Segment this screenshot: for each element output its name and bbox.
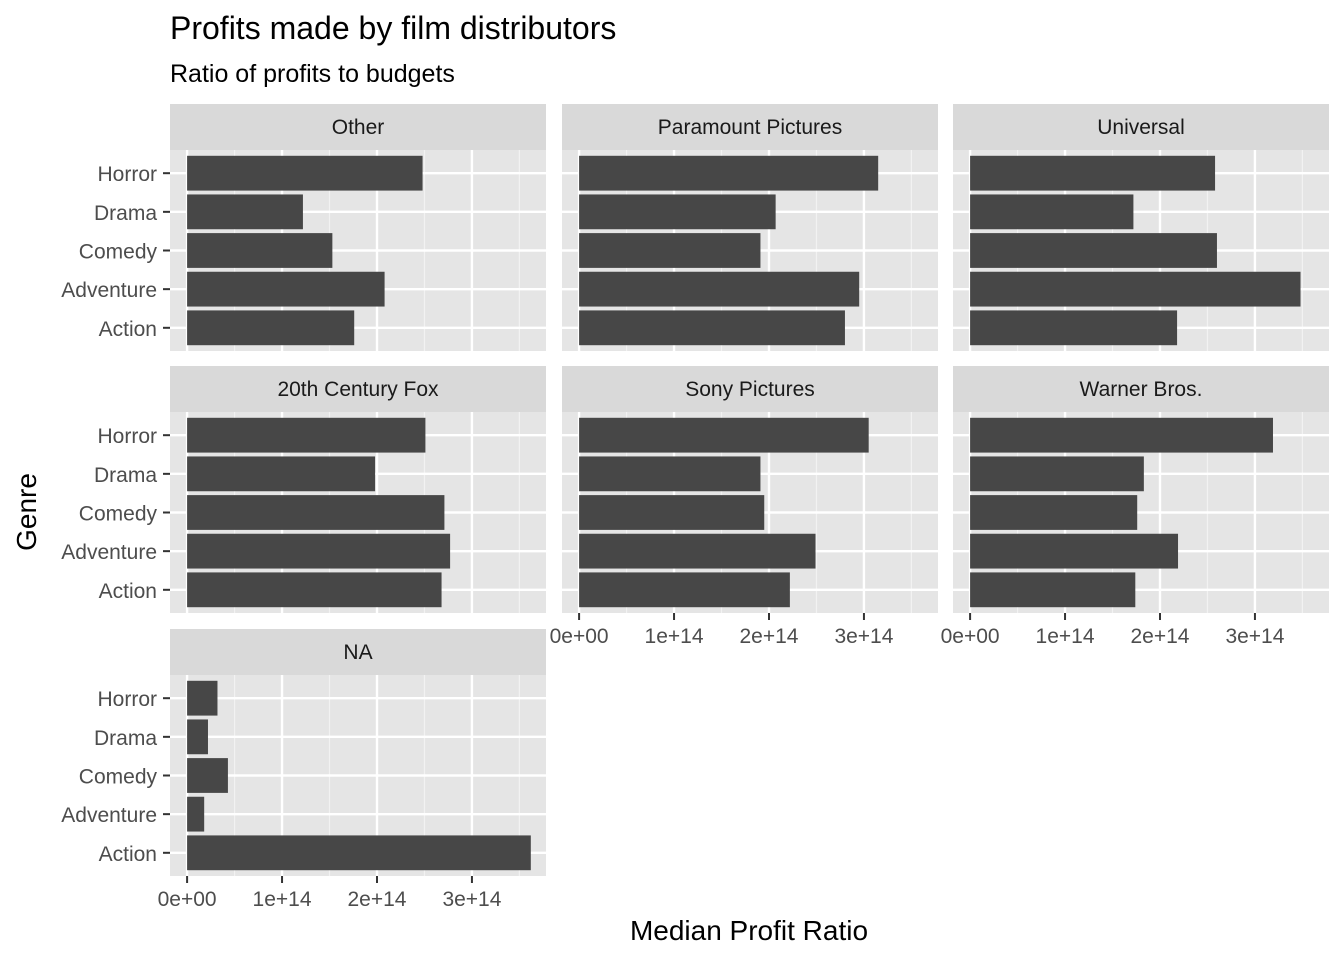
bar-action [187, 310, 355, 346]
facet-strip [953, 104, 1329, 150]
x-tick-label: 2e+14 [1130, 625, 1189, 648]
y-axis-title: Genre [11, 473, 42, 551]
y-tick-label: Adventure [61, 541, 157, 564]
bar-horror [579, 155, 879, 191]
facet-universal: Universal [953, 104, 1329, 351]
y-tick-label: Adventure [61, 804, 157, 827]
x-tick-label: 2e+14 [347, 888, 406, 911]
facet-strip [170, 629, 546, 675]
bar-drama [579, 456, 761, 492]
bar-adventure [187, 271, 385, 307]
y-tick-label: Action [99, 580, 157, 603]
bar-comedy [970, 233, 1217, 268]
x-tick-label: 1e+14 [645, 625, 704, 648]
y-tick-label: Drama [94, 727, 157, 750]
bar-action [187, 572, 442, 608]
x-tick-label: 3e+14 [1225, 625, 1284, 648]
facet-strip-label: Paramount Pictures [658, 116, 842, 139]
x-tick-label: 3e+14 [834, 625, 893, 648]
y-tick-label: Horror [97, 163, 157, 186]
facet-paramount-pictures: Paramount Pictures [562, 104, 938, 351]
facet-panels: Other Action Adventure Comedy Drama Horror Par… [61, 104, 1329, 911]
bar-horror [187, 680, 218, 716]
facet-strip [562, 366, 938, 412]
bar-horror [187, 417, 426, 453]
bar-drama [579, 194, 776, 230]
bar-comedy [579, 495, 765, 530]
chart-title: Profits made by film distributors [170, 10, 616, 46]
facet-strip-label: NA [343, 641, 372, 664]
chart-subtitle: Ratio of profits to budgets [170, 60, 455, 88]
y-tick-label: Horror [97, 425, 157, 448]
x-tick-label: 1e+14 [253, 888, 312, 911]
x-tick-label: 0e+00 [550, 625, 609, 648]
bar-drama [187, 456, 376, 492]
x-axis-title: Median Profit Ratio [630, 915, 868, 946]
facet-other: Other Action Adventure Comedy Drama Horror [61, 104, 546, 351]
bar-adventure [970, 533, 1179, 569]
bar-comedy [579, 233, 761, 268]
bar-adventure [579, 533, 816, 569]
bar-comedy [187, 233, 333, 268]
facet-sony-pictures: Sony Pictures 0e+00 1e+14 2e+14 3e+14 [550, 366, 938, 648]
bar-comedy [187, 495, 445, 530]
bar-action [579, 310, 845, 346]
bar-adventure [579, 271, 860, 307]
y-tick-label: Action [99, 318, 157, 341]
y-tick-label: Comedy [79, 241, 158, 264]
bar-drama [187, 194, 303, 230]
y-tick-label: Drama [94, 202, 157, 225]
y-tick-label: Action [99, 843, 157, 866]
x-tick-label: 2e+14 [739, 625, 798, 648]
bar-horror [970, 417, 1273, 453]
bar-comedy [970, 495, 1138, 530]
bar-action [970, 572, 1136, 608]
bar-horror [970, 155, 1216, 191]
facet-na: NA Action Adventure Comedy Drama Horror 0e+00 1… [61, 629, 546, 911]
bar-drama [970, 456, 1144, 492]
facet-strip-label: Universal [1097, 116, 1185, 139]
bar-horror [187, 155, 423, 191]
bar-adventure [970, 271, 1301, 307]
y-tick-label: Drama [94, 464, 157, 487]
facet-20th-century-fox: 20th Century Fox Action Adventure Comedy Dra… [61, 366, 546, 613]
bar-drama [970, 194, 1134, 230]
y-tick-label: Adventure [61, 279, 157, 302]
facet-strip [953, 366, 1329, 412]
y-tick-label: Comedy [79, 766, 158, 789]
bar-action [187, 835, 531, 871]
x-tick-label: 0e+00 [158, 888, 217, 911]
facet-strip-label: Warner Bros. [1080, 378, 1203, 401]
facet-strip-label: Sony Pictures [685, 378, 815, 401]
bar-horror [579, 417, 869, 453]
facet-strip [170, 366, 546, 412]
bar-adventure [187, 533, 451, 569]
bar-drama [187, 719, 208, 755]
facet-strip-label: Other [332, 116, 385, 139]
bar-action [970, 310, 1178, 346]
x-tick-label: 3e+14 [442, 888, 501, 911]
facet-strip [562, 104, 938, 150]
x-tick-label: 0e+00 [941, 625, 1000, 648]
facet-warner-bros: Warner Bros. 0e+00 1e+14 2e+14 3e+14 [941, 366, 1329, 648]
facet-strip [170, 104, 546, 150]
bar-comedy [187, 758, 228, 793]
y-tick-label: Comedy [79, 503, 158, 526]
x-tick-label: 1e+14 [1036, 625, 1095, 648]
y-tick-label: Horror [97, 688, 157, 711]
bar-action [579, 572, 790, 608]
facet-strip-label: 20th Century Fox [277, 378, 439, 401]
bar-adventure [187, 796, 205, 832]
